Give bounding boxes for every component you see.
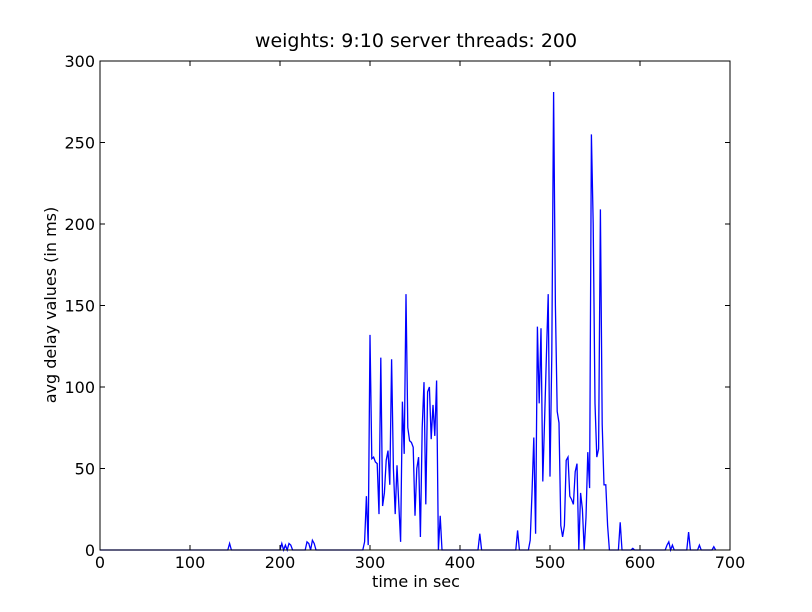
x-tick-label: 600 [625, 553, 656, 572]
y-tick-label: 200 [64, 215, 95, 234]
y-tick-label: 250 [64, 134, 95, 153]
y-tick-label: 0 [85, 541, 95, 560]
x-tick-label: 400 [445, 553, 476, 572]
x-tick-label: 0 [95, 553, 105, 572]
x-tick-label: 700 [715, 553, 746, 572]
chart-title: weights: 9:10 server threads: 200 [255, 30, 577, 52]
x-tick-label: 500 [535, 553, 566, 572]
y-tick-label: 100 [64, 378, 95, 397]
y-tick-label: 150 [64, 297, 95, 316]
x-tick-label: 100 [175, 553, 206, 572]
x-tick-label: 300 [355, 553, 386, 572]
x-tick-label: 200 [265, 553, 296, 572]
x-axis-label: time in sec [372, 572, 460, 591]
y-axis-label: avg delay values (in ms) [41, 207, 60, 404]
y-tick-label: 50 [75, 460, 95, 479]
y-tick-label: 300 [64, 52, 95, 71]
data-line [100, 91, 717, 553]
